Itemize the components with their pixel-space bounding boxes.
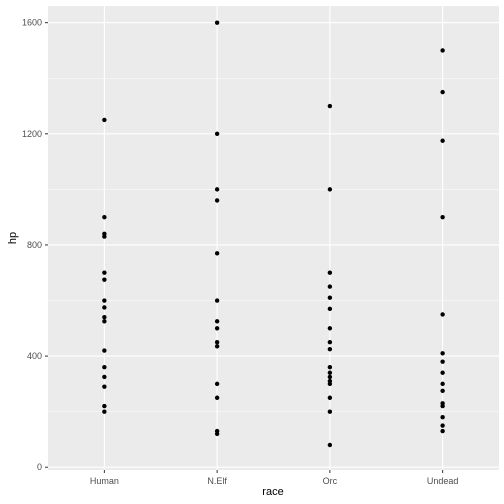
data-point	[214, 381, 220, 387]
data-point	[214, 431, 220, 437]
data-point	[102, 234, 107, 239]
x-tick-label: N.Elf	[207, 476, 227, 486]
y-tick-label: 1200	[22, 129, 42, 139]
data-point	[214, 395, 220, 400]
data-point	[327, 364, 333, 370]
data-point	[102, 364, 107, 370]
data-point	[214, 198, 220, 203]
data-points	[102, 20, 445, 448]
data-point	[440, 351, 445, 356]
data-point	[102, 270, 107, 275]
data-point	[440, 48, 445, 53]
data-point	[440, 381, 445, 387]
data-point	[102, 319, 107, 324]
data-point	[214, 20, 220, 25]
data-point	[102, 214, 107, 220]
data-point	[102, 277, 107, 282]
data-point	[102, 384, 107, 389]
data-point	[440, 214, 445, 220]
data-point	[440, 415, 445, 420]
data-point	[440, 370, 445, 375]
data-point	[440, 359, 445, 364]
data-point	[102, 314, 107, 320]
data-point	[327, 339, 333, 345]
y-tick-label: 400	[27, 351, 42, 361]
data-point	[440, 312, 445, 317]
data-point	[327, 395, 333, 400]
data-point	[327, 103, 333, 109]
data-point	[214, 326, 220, 331]
data-point	[214, 251, 220, 256]
x-axis-title: race	[262, 486, 283, 498]
data-point	[440, 89, 445, 95]
data-point	[214, 319, 220, 324]
plot-panel	[48, 6, 499, 470]
data-point	[327, 381, 333, 387]
data-point	[440, 138, 445, 143]
data-point	[327, 326, 333, 331]
data-point	[440, 403, 445, 409]
data-point	[102, 409, 107, 414]
x-tick-label: Undead	[427, 476, 459, 486]
data-point	[102, 305, 107, 310]
data-point	[327, 295, 333, 300]
data-point	[327, 306, 333, 312]
data-point	[327, 270, 333, 275]
data-point	[102, 298, 107, 303]
data-point	[102, 117, 107, 123]
x-axis-ticks: Human N.Elf Orc Undead	[90, 470, 459, 486]
data-point	[102, 374, 107, 380]
data-point	[102, 403, 107, 409]
data-point	[214, 131, 220, 137]
y-tick-label: 800	[27, 240, 42, 250]
data-point	[327, 284, 333, 289]
data-point	[327, 187, 333, 192]
x-tick-label: Human	[90, 476, 119, 486]
data-point	[327, 346, 333, 352]
y-tick-label: 1600	[22, 18, 42, 28]
data-point	[327, 442, 333, 448]
x-tick-label: Orc	[323, 476, 338, 486]
data-point	[214, 298, 220, 303]
data-point	[214, 339, 220, 345]
data-point	[327, 409, 333, 414]
y-axis-ticks: 0 400 800 1200 1600	[22, 18, 48, 472]
data-point	[214, 344, 220, 349]
data-point	[102, 348, 107, 353]
y-tick-label: 0	[37, 462, 42, 472]
y-axis-title: hp	[7, 232, 19, 244]
data-point	[214, 187, 220, 192]
data-point	[440, 423, 445, 428]
data-point	[327, 374, 333, 380]
data-point	[440, 428, 445, 434]
data-point	[327, 370, 333, 375]
data-point	[440, 388, 445, 394]
